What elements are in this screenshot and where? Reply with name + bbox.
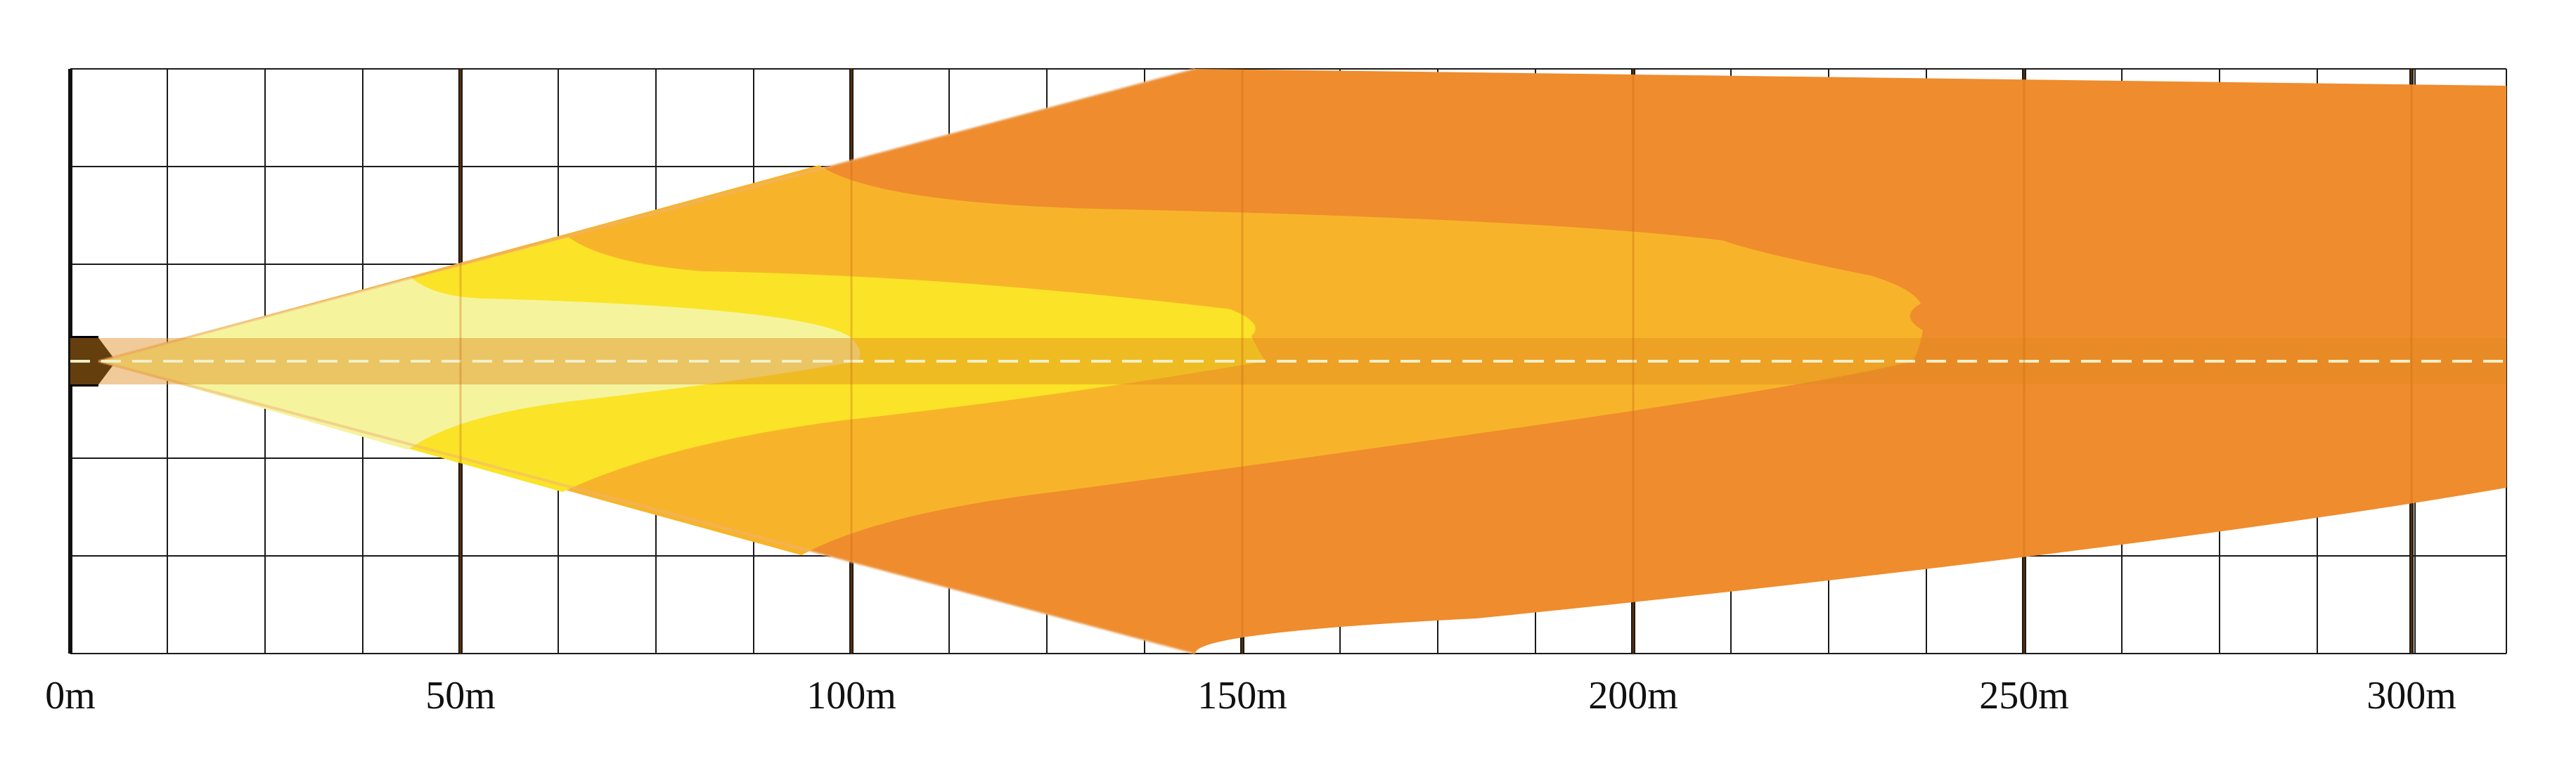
beam-zone-near [98,278,861,450]
x-axis-labels: 0m 50m 100m 150m 200m 250m 300m [45,674,2456,718]
x-tick-label: 300m [2366,674,2456,718]
x-tick-label: 150m [1197,674,1287,718]
grid-overlay [459,69,2413,654]
x-tick-label: 250m [1979,674,2069,718]
x-tick-label: 50m [425,674,496,718]
x-tick-label: 100m [806,674,896,718]
x-tick-label: 200m [1588,674,1678,718]
x-tick-label: 0m [45,674,96,718]
beam-edge-lines [98,67,1196,655]
